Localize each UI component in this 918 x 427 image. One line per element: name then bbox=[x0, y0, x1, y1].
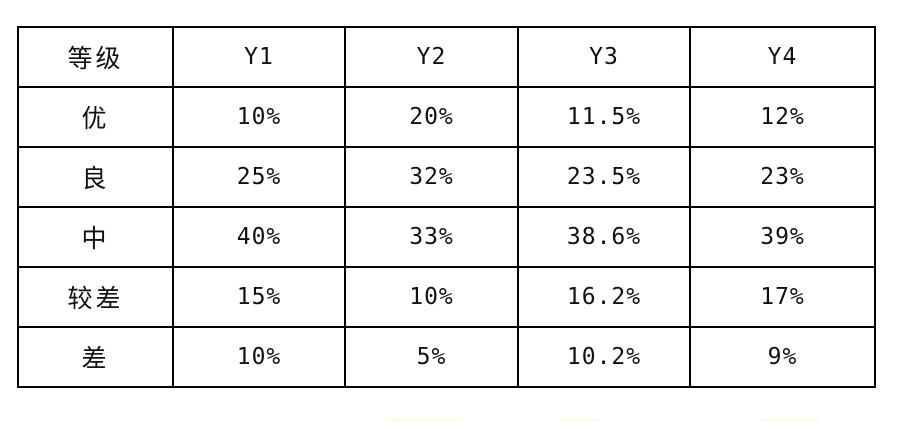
row-grade-label: 较差 bbox=[17, 266, 174, 328]
table-cell: 10% bbox=[344, 266, 519, 328]
table-cell: 25% bbox=[172, 146, 346, 208]
table-cell: 16.2% bbox=[517, 266, 691, 328]
scan-smudge bbox=[560, 418, 600, 421]
table-cell: 40% bbox=[172, 206, 346, 268]
table-cell: 15% bbox=[172, 266, 346, 328]
header-y1: Y1 bbox=[172, 26, 346, 88]
table-cell: 10% bbox=[172, 86, 346, 148]
table-cell: 10% bbox=[172, 326, 346, 388]
table-cell: 5% bbox=[344, 326, 519, 388]
table-cell: 12% bbox=[689, 86, 876, 148]
table-row: 差 10% 5% 10.2% 9% bbox=[17, 326, 876, 388]
table-row: 中 40% 33% 38.6% 39% bbox=[17, 206, 876, 268]
table-header-row: 等级 Y1 Y2 Y3 Y4 bbox=[17, 26, 876, 88]
row-grade-label: 中 bbox=[17, 206, 174, 268]
table-cell: 23% bbox=[689, 146, 876, 208]
header-y4: Y4 bbox=[689, 26, 876, 88]
header-y2: Y2 bbox=[344, 26, 519, 88]
table-cell: 39% bbox=[689, 206, 876, 268]
table-cell: 20% bbox=[344, 86, 519, 148]
row-grade-label: 优 bbox=[17, 86, 174, 148]
scan-smudge bbox=[760, 418, 820, 421]
row-grade-label: 差 bbox=[17, 326, 174, 388]
table-cell: 23.5% bbox=[517, 146, 691, 208]
header-y3: Y3 bbox=[517, 26, 691, 88]
header-grade: 等级 bbox=[17, 26, 174, 88]
table-cell: 38.6% bbox=[517, 206, 691, 268]
table-cell: 9% bbox=[689, 326, 876, 388]
table-cell: 11.5% bbox=[517, 86, 691, 148]
table-row: 优 10% 20% 11.5% 12% bbox=[17, 86, 876, 148]
scan-smudge bbox=[388, 418, 458, 421]
table-row: 较差 15% 10% 16.2% 17% bbox=[17, 266, 876, 328]
table-row: 良 25% 32% 23.5% 23% bbox=[17, 146, 876, 208]
row-grade-label: 良 bbox=[17, 146, 174, 208]
grade-distribution-table-wrapper: 等级 Y1 Y2 Y3 Y4 优 10% 20% 11.5% 12% 良 25%… bbox=[17, 26, 876, 388]
table-cell: 32% bbox=[344, 146, 519, 208]
table-cell: 17% bbox=[689, 266, 876, 328]
table-cell: 33% bbox=[344, 206, 519, 268]
table-cell: 10.2% bbox=[517, 326, 691, 388]
grade-distribution-table: 等级 Y1 Y2 Y3 Y4 优 10% 20% 11.5% 12% 良 25%… bbox=[17, 26, 876, 388]
